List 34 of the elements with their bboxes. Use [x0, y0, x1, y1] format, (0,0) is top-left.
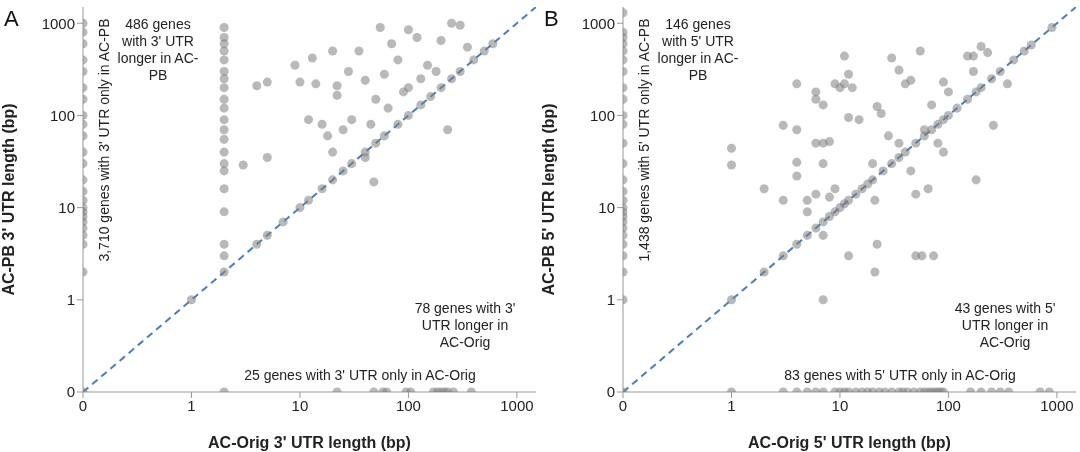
x-tick-label: 100 [935, 396, 961, 414]
y-tick-label: 10 [598, 198, 615, 216]
x-axis-title: AC-Orig 3' UTR length (bp) [208, 434, 411, 451]
annotation: 146 genes with 5' UTR longer in AC-PB [656, 16, 740, 84]
x-tick-label: 10 [831, 396, 849, 414]
y-tick-label: 100 [589, 106, 615, 124]
chart-title: B [544, 6, 559, 32]
y-axis-title: AC-PB 3' UTR length (bp) [0, 103, 17, 296]
annotation: 1,438 genes with 5' UTR only in AC-PB [635, 17, 653, 264]
y-axis-title: AC-PB 5' UTR length (bp) [539, 103, 557, 296]
annotation: 43 genes with 5' UTR longer in AC-Orig [953, 299, 1057, 351]
y-tick-label: 1 [606, 291, 615, 309]
x-tick-label: 1000 [500, 396, 534, 414]
y-tick-label: 100 [49, 106, 75, 124]
x-tick-label: 1000 [1040, 396, 1074, 414]
x-tick-label: 1 [187, 396, 196, 414]
y-tick-label: 1000 [581, 14, 615, 32]
x-tick-label: 1 [727, 396, 736, 414]
y-tick-label: 10 [58, 198, 75, 216]
x-tick-label: 10 [291, 396, 309, 414]
y-tick-label: 0 [606, 383, 615, 401]
x-tick-label: 0 [618, 396, 628, 414]
annotation: 78 genes with 3' UTR longer in AC-Orig [413, 299, 517, 351]
annotation: 3,710 genes with 3' UTR only in AC-PB [95, 17, 113, 264]
chart-title: A [4, 6, 19, 32]
annotation: 83 genes with 5' UTR only in AC-Orig [783, 366, 1017, 384]
annotation: 25 genes with 3' UTR only in AC-Orig [243, 366, 477, 384]
x-axis-title: AC-Orig 5' UTR length (bp) [748, 434, 951, 451]
annotation: 486 genes with 3' UTR longer in AC-PB [116, 16, 200, 84]
y-tick-label: 1 [66, 291, 75, 309]
x-tick-label: 100 [395, 396, 421, 414]
x-tick-label: 0 [78, 396, 88, 414]
y-tick-label: 0 [66, 383, 75, 401]
y-tick-label: 1000 [41, 14, 75, 32]
